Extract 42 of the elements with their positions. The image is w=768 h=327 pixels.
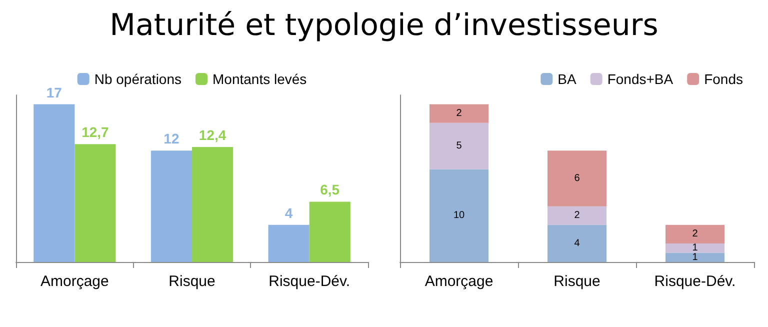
- data-label: 12,4: [198, 126, 226, 143]
- data-label: 2: [456, 108, 462, 120]
- bar: [150, 150, 192, 262]
- x-tick-label: Risque: [168, 273, 216, 290]
- data-label: 2: [692, 228, 698, 240]
- bar: [268, 224, 310, 262]
- bar: [548, 150, 606, 206]
- data-label: 5: [456, 140, 462, 152]
- bar: [74, 144, 116, 262]
- x-tick-label: Risque-Dév.: [268, 273, 350, 290]
- bar: [430, 104, 488, 123]
- bar: [430, 122, 488, 170]
- legend-label: Fonds+BA: [607, 71, 674, 87]
- data-label: 2: [574, 210, 580, 222]
- data-label: 10: [453, 210, 465, 222]
- bar: [309, 202, 350, 262]
- bar: [666, 224, 724, 244]
- x-tick-label: Risque: [554, 273, 600, 290]
- chart-title: Maturité et typologie d’investisseurs: [108, 8, 660, 43]
- data-label: 12,7: [82, 124, 110, 140]
- legend-label: Fonds: [704, 71, 744, 87]
- bar: [666, 252, 724, 262]
- data-label: 6: [574, 173, 580, 184]
- legend-label: Nb opérations: [94, 71, 182, 87]
- data-label: 1: [692, 252, 698, 263]
- bar: [548, 224, 606, 262]
- data-label: 17: [46, 84, 62, 100]
- bar: [34, 104, 75, 262]
- data-label: 12: [164, 130, 180, 147]
- data-label: 6,5: [320, 182, 340, 198]
- bar: [548, 206, 606, 225]
- legend-label: Montants levés: [212, 71, 307, 87]
- x-tick-label: Amorçage: [424, 273, 494, 290]
- data-label: 1: [692, 242, 698, 254]
- bar: [430, 169, 488, 262]
- x-tick-label: Risque-Dév.: [654, 273, 736, 290]
- data-label: 4: [284, 204, 293, 221]
- x-tick-label: Amorçage: [40, 273, 109, 290]
- data-label: 4: [574, 238, 580, 249]
- bar: [192, 146, 234, 262]
- bar: [666, 243, 724, 253]
- legend-label: BA: [558, 71, 577, 87]
